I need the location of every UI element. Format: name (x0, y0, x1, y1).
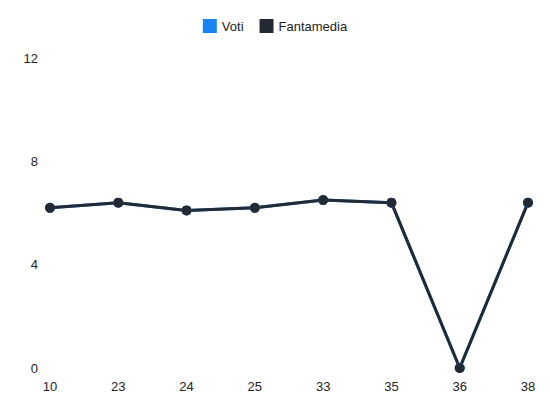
svg-text:36: 36 (452, 379, 466, 394)
svg-text:4: 4 (31, 257, 38, 272)
svg-text:35: 35 (384, 379, 398, 394)
svg-text:33: 33 (316, 379, 330, 394)
svg-text:10: 10 (43, 379, 57, 394)
svg-text:25: 25 (248, 379, 262, 394)
svg-text:0: 0 (31, 361, 38, 376)
svg-text:38: 38 (521, 379, 535, 394)
svg-text:Voti: Voti (222, 19, 244, 34)
svg-text:24: 24 (179, 379, 193, 394)
svg-text:8: 8 (31, 154, 38, 169)
svg-text:12: 12 (24, 51, 38, 66)
svg-text:23: 23 (111, 379, 125, 394)
svg-text:Fantamedia: Fantamedia (279, 19, 348, 34)
